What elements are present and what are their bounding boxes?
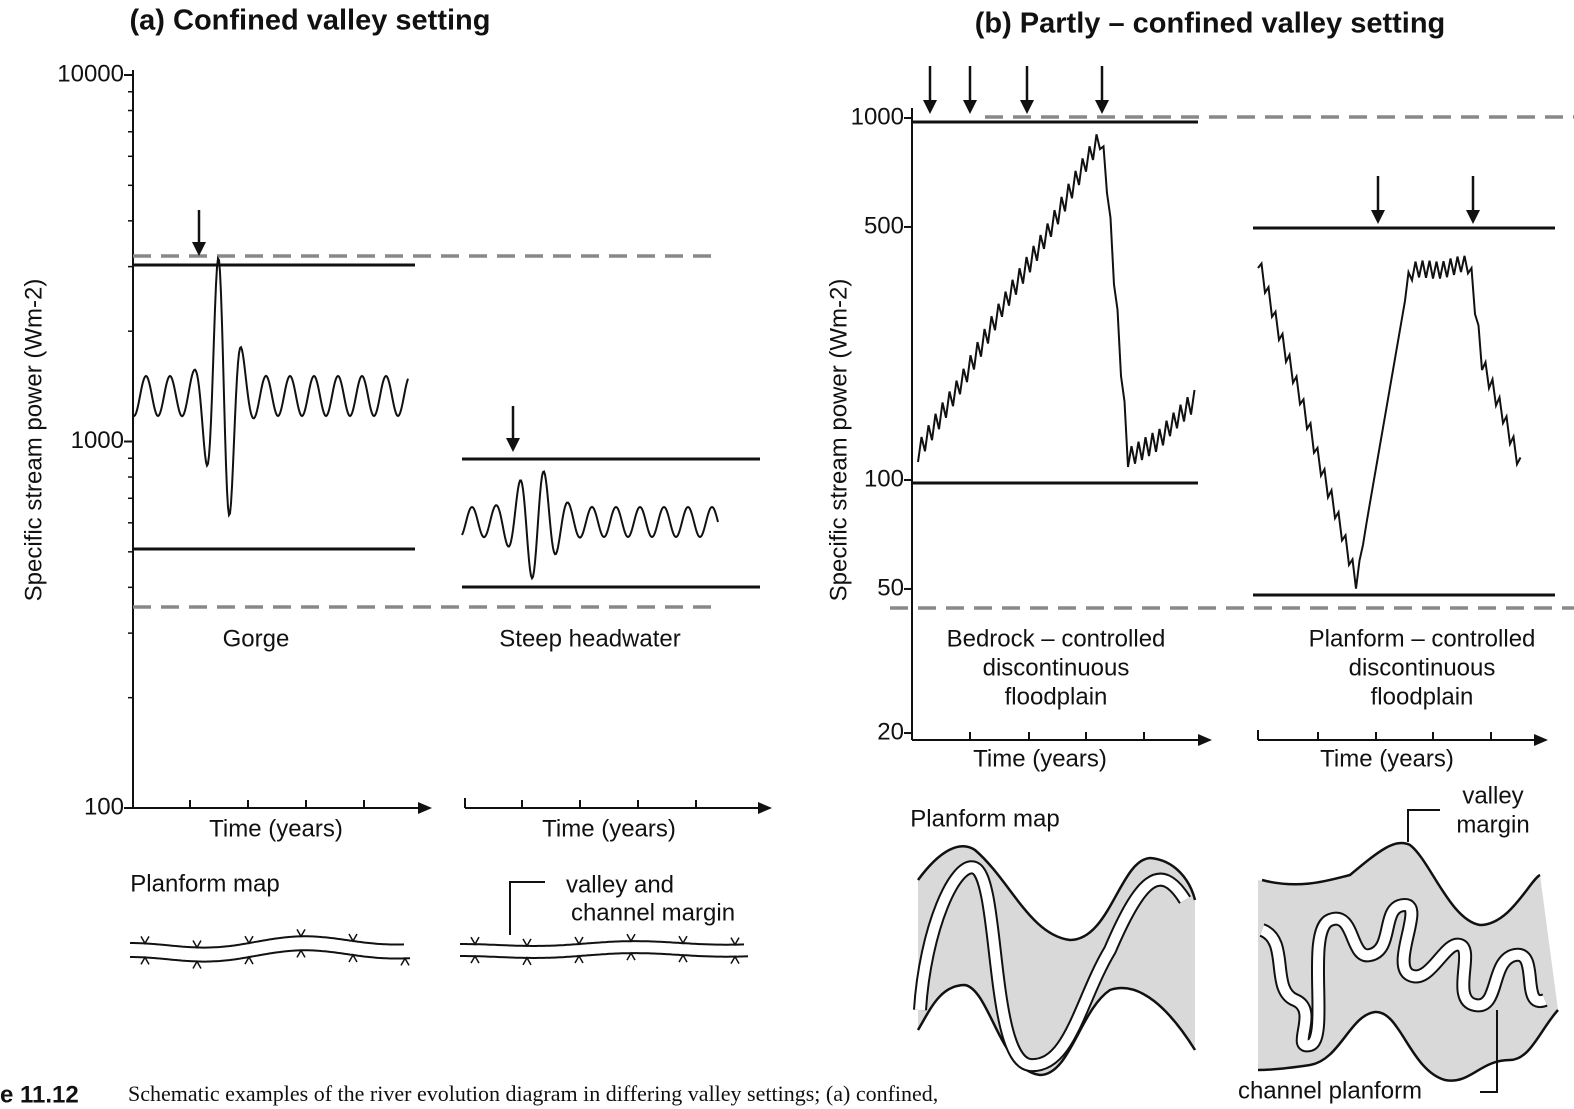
planform-sketches [509,809,1559,1093]
planform-label: Planform map [910,805,1059,832]
arrow-head [1198,734,1212,746]
annotation: channel margin [571,899,735,926]
panel-title: (b) Partly – confined valley setting [975,8,1446,40]
valley-margin [460,952,749,959]
annotation: valley [1462,782,1523,809]
planform-label: Planform map [130,870,279,897]
panel-title: (a) Confined valley setting [130,5,491,37]
plot-label: Bedrock – controlled [947,625,1166,652]
valley-margin [130,949,411,963]
plot-label: discontinuous [983,654,1130,681]
plot-label: discontinuous [1349,654,1496,681]
y-tick-label: 50 [877,574,904,601]
y-tick-label: 20 [877,718,904,745]
channel [915,862,1190,1070]
plot-label: Gorge [223,625,290,652]
arrow-head [1095,100,1109,114]
annotation: margin [1456,811,1529,838]
margin-tick [730,955,740,964]
margin-tick [296,948,306,958]
valley-margin [1261,841,1541,927]
plot-label: floodplain [1371,683,1474,710]
x-axis-label: Time (years) [209,815,343,842]
margin-tick [574,936,584,946]
x-axis-label: Time (years) [973,745,1107,772]
margin-tick [626,951,636,961]
leader-line [509,881,545,935]
margin-tick [140,936,150,945]
margin-tick [192,959,202,969]
leader-line [1407,809,1440,842]
margin-tick [470,954,480,964]
margin-tick [626,933,636,943]
margin-tick [244,935,254,945]
margin-tick [522,956,532,966]
margin-tick [730,937,740,947]
arrow-head [963,100,977,114]
margin-tick [470,936,480,946]
y-tick-label: 100 [864,465,904,492]
arrow-head [1534,734,1548,746]
caption-text: Schematic examples of the river evolutio… [128,1081,938,1106]
arrow-head [1371,210,1385,224]
valley-margin [460,940,745,947]
x-axis-label: Time (years) [542,815,676,842]
arrow-head [923,100,937,114]
y-axis-label: Specific stream power (Wm-2) [825,279,852,602]
y-tick-label: 10000 [57,60,124,87]
y-tick-label: 100 [84,793,124,820]
y-tick-label: 1000 [71,427,124,454]
y-axis-label: Specific stream power (Wm-2) [20,279,47,602]
valley-margin [916,983,1197,1077]
margin-tick [574,954,584,964]
plot-label: Steep headwater [499,625,680,652]
arrow-head [758,802,772,814]
margin-tick [296,928,306,938]
y-tick-label: 500 [864,212,904,239]
valley-margin [130,935,405,949]
arrow-head [1466,210,1480,224]
plot-label: Planform – controlled [1309,625,1536,652]
valley-margin [916,845,1197,942]
margin-tick [400,956,410,966]
stream-power-curve [461,470,719,581]
margin-tick [192,940,202,949]
arrow-head [418,802,432,814]
valley-margin [1257,1009,1559,1082]
leader-line [1480,1010,1498,1093]
stream-power-curve [917,134,1196,468]
stream-power-curve [1257,255,1522,589]
annotation: channel planform [1238,1077,1422,1104]
caption-label: e 11.12 [0,1081,79,1108]
margin-tick [348,933,358,943]
margin-tick [522,938,532,948]
arrow-head [192,242,206,256]
channel [1259,899,1547,1051]
margin-tick [678,935,688,945]
margin-tick [348,953,358,963]
arrow-head [1020,100,1034,114]
stream-power-curve [132,255,409,518]
annotation: valley and [566,871,674,898]
plot-label: floodplain [1005,683,1108,710]
y-tick-label: 1000 [851,103,904,130]
arrow-head [506,438,520,452]
x-axis-label: Time (years) [1320,745,1454,772]
margin-tick [140,955,150,965]
margin-tick [244,955,254,965]
margin-tick [678,953,688,963]
